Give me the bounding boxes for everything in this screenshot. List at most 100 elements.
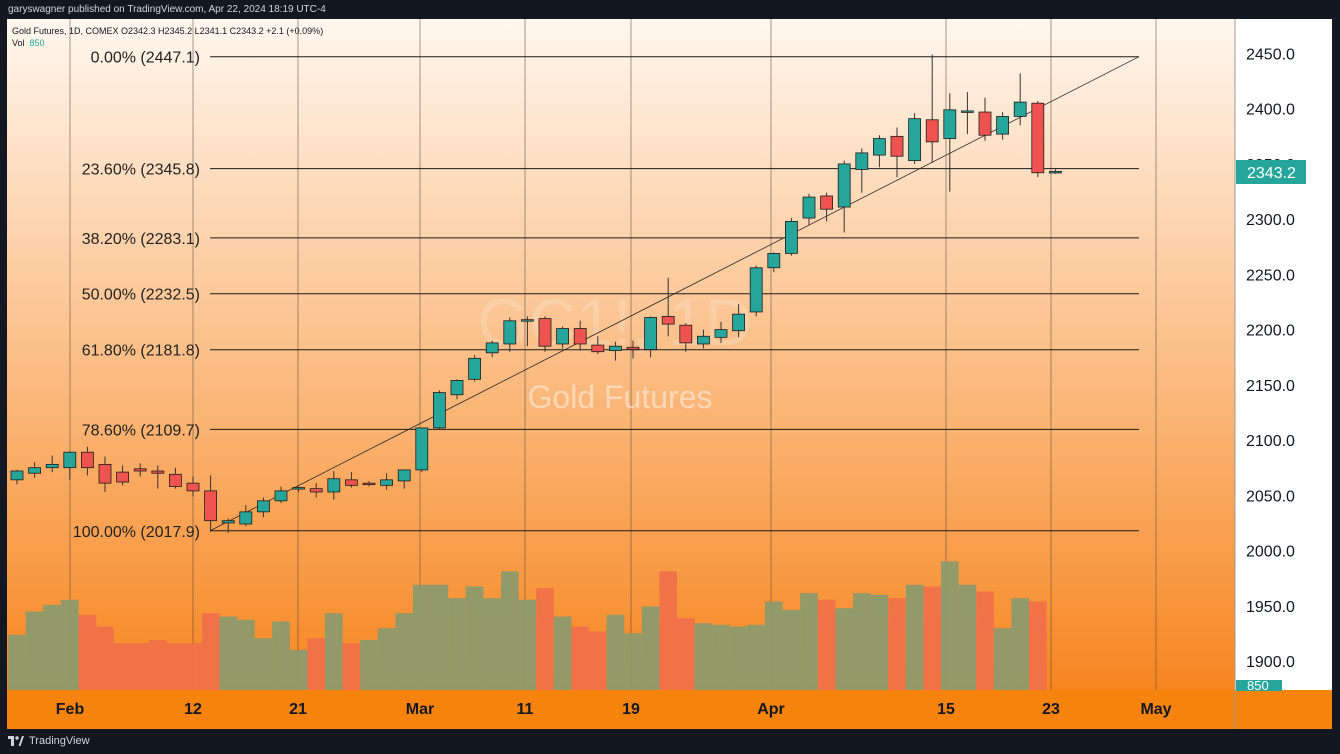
candle-body: [256, 500, 270, 513]
volume-bar: [360, 639, 378, 690]
candle-body: [221, 520, 235, 524]
volume-bar: [395, 613, 413, 690]
volume-bar: [131, 643, 149, 690]
time-axis-background[interactable]: [7, 690, 1332, 729]
candle-body: [837, 163, 851, 208]
price-axis-labels: 2450.02400.02350.02300.02250.02200.02150…: [1246, 47, 1295, 671]
fibonacci-retracement[interactable]: 0.00% (2447.1) 23.60% (2345.8) 38.20% (228…: [73, 50, 1139, 541]
candle-body: [1013, 101, 1027, 117]
volume-bar: [342, 643, 361, 690]
candle-body: [450, 380, 464, 396]
candle-body: [732, 313, 745, 332]
volume-bar: [641, 606, 660, 690]
volume-bar: [518, 599, 537, 690]
volume-bar: [624, 633, 642, 690]
time-tick-label: May: [1140, 701, 1171, 718]
volume-legend[interactable]: Vol 850: [12, 38, 45, 48]
volume-bar: [817, 599, 836, 690]
candle-body: [239, 511, 253, 525]
candle-body: [591, 344, 605, 353]
candle-body: [45, 463, 59, 469]
candle-body: [133, 468, 147, 472]
candle-body: [714, 329, 728, 338]
candle-body: [98, 463, 112, 484]
tradingview-logo[interactable]: TradingView: [8, 735, 90, 747]
volume-bar: [61, 599, 79, 690]
candle-body: [81, 451, 94, 469]
volume-bar: [237, 619, 255, 690]
fib-label: 100.00% (2017.9): [73, 524, 200, 541]
candle-body: [327, 478, 341, 493]
candle-body: [978, 111, 992, 136]
candle-body: [116, 471, 129, 483]
volume-bar: [149, 639, 167, 690]
candle-body: [996, 116, 1009, 135]
volume-bar: [853, 593, 871, 690]
trendline[interactable]: [209, 56, 1140, 532]
volume-bar: [430, 584, 449, 690]
candle-body: [573, 328, 587, 345]
volume-legend-value: 850: [29, 38, 45, 48]
candle-body: [820, 195, 833, 210]
price-axis-background[interactable]: [1235, 19, 1332, 690]
candle-body: [943, 109, 957, 139]
fib-label: 23.60% (2345.8): [82, 162, 200, 179]
time-tick-label: 15: [937, 701, 955, 718]
candle-body: [1031, 102, 1045, 174]
top-bar: garyswagner published on TradingView.com…: [0, 0, 1340, 19]
volume-bar: [976, 591, 994, 690]
volume-bar: [448, 598, 466, 690]
price-tick-label: 2200.0: [1246, 323, 1295, 340]
fib-label: 50.00% (2232.5): [82, 287, 200, 304]
volume-badge-label: 850: [1247, 678, 1269, 693]
price-tick-label: 2050.0: [1246, 488, 1295, 505]
candle-body: [380, 479, 394, 486]
candle-body: [485, 342, 499, 354]
candle-body: [10, 470, 24, 481]
volume-bar: [870, 594, 889, 690]
candle-body: [609, 345, 622, 352]
price-tick-label: 2250.0: [1246, 267, 1295, 284]
candle-body: [556, 328, 569, 345]
price-tick-label: 2400.0: [1246, 102, 1295, 119]
volume-bar: [571, 626, 589, 690]
candle-body: [63, 451, 77, 469]
tradingview-text: TradingView: [29, 735, 90, 747]
candle-body: [503, 320, 517, 345]
volume-bar: [888, 598, 906, 690]
fib-label: 0.00% (2447.1): [91, 50, 200, 67]
volume-bar: [96, 626, 114, 690]
last-price-badge: 2343.2: [1236, 160, 1306, 184]
candle-body: [961, 110, 974, 113]
volume-bar: [25, 611, 44, 690]
volume-bars: [8, 561, 1047, 690]
price-tick-label: 1900.0: [1246, 654, 1295, 671]
volume-bar: [747, 624, 765, 690]
candle-body: [309, 488, 323, 493]
candle-body: [908, 118, 921, 162]
volume-bar: [272, 621, 290, 690]
candle-body: [925, 119, 939, 143]
candle-body: [362, 482, 376, 486]
trendline-segment: [209, 56, 1140, 532]
candle-body: [521, 319, 534, 322]
candle-body: [661, 315, 675, 325]
volume-bar: [219, 616, 237, 690]
volume-bar: [589, 631, 607, 690]
candle-body: [679, 324, 693, 344]
candle-body: [274, 490, 288, 502]
volume-bar: [958, 584, 977, 690]
candle-body: [785, 220, 798, 254]
volume-bar: [677, 618, 695, 690]
volume-bar: [184, 643, 202, 690]
candle-body: [644, 317, 657, 350]
candle-body: [432, 392, 446, 429]
chart-area[interactable]: GC1!, 1D Gold Futures 0.00% (2447.1)23.6…: [0, 19, 1340, 729]
candle-body: [873, 138, 886, 156]
volume-bar: [377, 628, 396, 690]
candle-body: [626, 346, 640, 350]
price-tick-label: 2300.0: [1246, 212, 1295, 229]
volume-bar: [941, 561, 959, 690]
time-axis-labels: Feb 12 21 Mar 11 19 Apr 15 23 May: [56, 701, 1172, 718]
symbol-legend[interactable]: Gold Futures, 1D, COMEX O2342.3 H2345.2 …: [12, 26, 324, 36]
